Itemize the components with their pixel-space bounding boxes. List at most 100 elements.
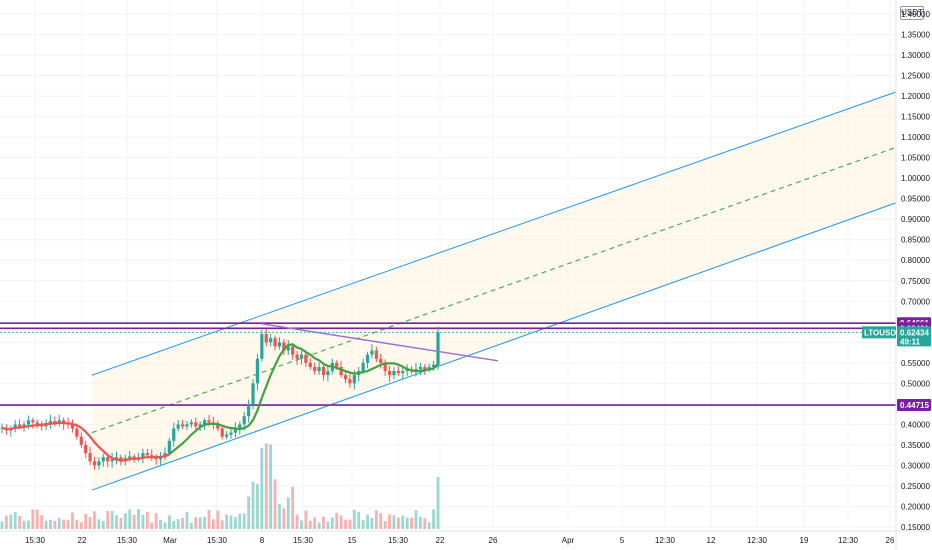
volume-bar — [344, 519, 347, 529]
y-tick-label: 1.25000 — [901, 72, 930, 81]
volume-bar — [119, 517, 123, 529]
current-price-label: 0.62434 — [900, 328, 929, 337]
volume-bar — [35, 509, 39, 529]
y-tick-label: 1.40000 — [901, 10, 930, 19]
volume-bar — [322, 516, 325, 529]
volume-bar — [27, 520, 30, 529]
volume-bar — [418, 516, 422, 529]
volume-bar — [132, 514, 136, 529]
volume-bar — [317, 522, 321, 529]
volume-bar — [189, 522, 193, 529]
y-tick-label: 1.15000 — [901, 113, 930, 122]
ma-line-up — [168, 343, 439, 456]
volume-bar — [361, 520, 365, 529]
volume-bar — [326, 521, 330, 529]
y-tick-label: 0.95000 — [901, 195, 930, 204]
volume-bars — [0, 443, 440, 529]
candle-body — [119, 457, 123, 462]
volume-bar — [383, 521, 387, 529]
x-tick-label: 12:30 — [747, 536, 768, 545]
regression-channel — [91, 91, 897, 491]
candle-body — [31, 420, 35, 423]
candle-body — [176, 424, 180, 429]
volume-bar — [79, 522, 83, 529]
level-label-box — [897, 399, 931, 412]
candle-body — [255, 358, 260, 384]
volume-bar — [115, 515, 118, 529]
candle-body — [348, 379, 352, 384]
candle-body — [383, 362, 387, 372]
volume-bar — [379, 513, 383, 529]
candle-body — [106, 457, 110, 462]
volume-bar — [436, 477, 440, 529]
candle-body — [401, 371, 405, 374]
candle-body — [53, 421, 57, 423]
candle-body — [291, 346, 295, 355]
candle-body — [277, 342, 282, 347]
candle-body — [110, 459, 114, 462]
y-tick-label: 0.85000 — [901, 236, 930, 245]
candle-body — [97, 461, 101, 466]
candle-body — [101, 457, 105, 462]
volume-bar — [313, 517, 317, 529]
volume-bar — [49, 519, 52, 529]
volume-bar — [423, 518, 427, 529]
volume-bar — [225, 514, 229, 529]
price-axis[interactable]: 0.15000 0.20000 0.25000 0.30000 0.35000 0.400… — [895, 0, 930, 550]
y-tick-label: 1.30000 — [901, 51, 930, 60]
candle-body — [185, 424, 189, 427]
time-axis[interactable]: 15:30 22 15:30 Mar 15:30 8 15:30 15 15:30 22 26 Apr… — [0, 530, 932, 545]
volume-bar — [330, 517, 334, 529]
candle-body — [238, 424, 242, 429]
volume-bar — [66, 519, 70, 529]
volume-bar — [207, 509, 211, 529]
volume-bar — [396, 517, 400, 529]
y-tick-label: 1.10000 — [901, 133, 930, 142]
x-tick-label: 26 — [886, 536, 895, 545]
resistance-trendline[interactable] — [261, 323, 499, 362]
y-tick-label: 0.20000 — [901, 502, 930, 511]
candle-body — [308, 362, 312, 367]
volume-bar — [388, 514, 391, 529]
volume-bar — [286, 497, 290, 529]
candle-body — [141, 453, 145, 458]
candle-body — [387, 371, 392, 376]
candle-body — [370, 350, 374, 355]
candle-body — [335, 362, 339, 367]
candle-body — [365, 354, 370, 363]
candle-body — [260, 334, 264, 359]
volume-bar — [264, 443, 268, 529]
candle-body — [423, 366, 427, 369]
x-tick-label: 15 — [348, 536, 357, 545]
volume-bar — [234, 517, 237, 529]
volume-bar — [432, 509, 435, 529]
volume-bar — [308, 520, 312, 529]
candle-body — [35, 422, 39, 425]
trendline[interactable] — [261, 323, 499, 362]
volume-bar — [53, 520, 57, 529]
volume-bar — [247, 496, 251, 529]
currency-badge[interactable]: USDT — [900, 6, 924, 20]
y-tick-label: 0.50000 — [901, 379, 930, 388]
x-tick-label: 22 — [78, 536, 87, 545]
x-tick-label: Apr — [562, 536, 575, 545]
volume-bar — [176, 519, 180, 529]
candle-body — [247, 403, 251, 417]
volume-bar — [374, 510, 378, 529]
x-tick-label: 5 — [620, 536, 625, 545]
volume-bar — [40, 515, 44, 529]
candle-body — [207, 420, 211, 423]
volume-bar — [366, 514, 369, 529]
volume-bar — [392, 515, 396, 529]
y-tick-label: 0.15000 — [901, 523, 930, 532]
volume-bar — [273, 479, 277, 529]
candle-body — [295, 354, 299, 359]
y-tick-label: 0.30000 — [901, 461, 930, 470]
volume-bar — [97, 519, 101, 529]
candle-body — [352, 375, 356, 384]
candle-body — [317, 366, 321, 372]
candle-body — [225, 434, 229, 437]
ma-line-down — [1, 421, 170, 462]
volume-bar — [203, 516, 206, 529]
